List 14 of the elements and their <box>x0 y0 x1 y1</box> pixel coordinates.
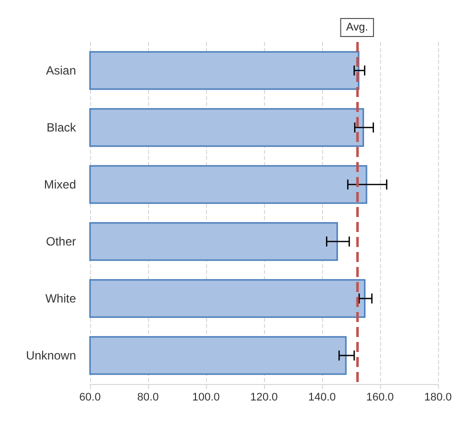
y-tick-label: Unknown <box>26 348 76 362</box>
x-tick-label: 100.0 <box>192 392 220 404</box>
y-tick-label: Black <box>46 120 77 134</box>
y-tick-label: Mixed <box>44 178 76 192</box>
x-tick-label: 60.0 <box>79 392 101 404</box>
y-tick-label: White <box>45 292 76 306</box>
y-tick-label: Other <box>46 234 76 248</box>
x-tick-label: 140.0 <box>308 392 336 404</box>
y-tick-label: Asian <box>46 64 76 78</box>
x-tick-label: 80.0 <box>137 392 159 404</box>
ref-line-label: Avg. <box>346 22 368 34</box>
x-tick-label: 120.0 <box>250 392 278 404</box>
x-tick-label: 160.0 <box>366 392 394 404</box>
x-tick-label: 180.0 <box>424 392 452 404</box>
